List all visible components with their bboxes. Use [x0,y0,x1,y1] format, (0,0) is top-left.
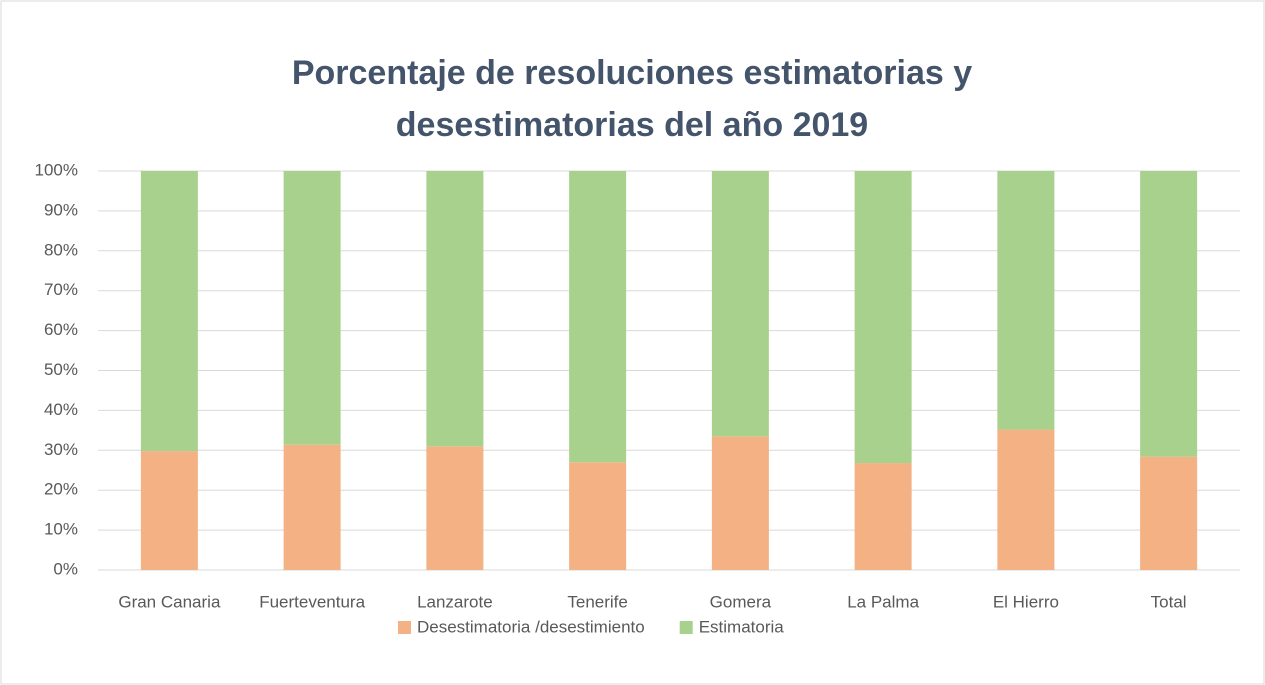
bar-segment [1140,456,1198,570]
legend-swatch [679,621,693,634]
bar-segment [854,463,912,570]
bar-segment [569,462,627,570]
bar-segment [569,171,627,463]
bar-segment [140,451,198,570]
y-tick-label: 50% [44,360,78,379]
bar-segment [711,171,769,437]
y-tick-label: 70% [44,280,78,299]
bar-segment [854,171,912,464]
bar-segment [1140,171,1198,457]
legend-label: Desestimatoria /desestimiento [417,617,645,636]
bar-segment [426,446,484,570]
y-tick-label: 30% [44,440,78,459]
y-tick-label: 60% [44,320,78,339]
y-tick-label: 80% [44,240,78,259]
bar-segment [997,171,1055,430]
x-tick-label: Total [1151,592,1187,611]
bar-segment [283,171,341,445]
bar-segment [711,436,769,570]
bar-segment [997,429,1055,570]
x-tick-label: Tenerife [567,592,627,611]
y-tick-label: 100% [35,160,78,179]
y-tick-label: 10% [44,520,78,539]
x-tick-label: Gran Canaria [118,592,221,611]
x-tick-label: El Hierro [993,592,1059,611]
x-tick-label: Gomera [710,592,772,611]
x-tick-label: Lanzarote [417,592,493,611]
chart-title: Porcentaje de resoluciones estimatorias … [292,54,972,92]
x-tick-label: Fuerteventura [259,592,365,611]
y-tick-label: 90% [44,200,78,219]
bar-segment [283,444,341,570]
legend-swatch [398,621,411,634]
y-tick-label: 40% [44,400,78,419]
legend-label: Estimatoria [699,617,785,636]
y-tick-label: 20% [44,480,78,499]
bar-segment [140,171,198,452]
chart-title: desestimatorias del año 2019 [396,106,868,144]
bar-segment [426,171,484,447]
x-tick-label: La Palma [847,592,919,611]
y-tick-label: 0% [53,559,78,578]
